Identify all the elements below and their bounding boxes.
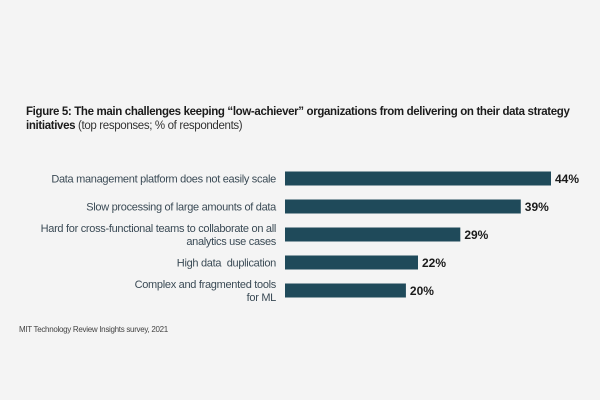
value-label: 20% [410,284,434,298]
chart-title-main: Figure 5: The main challenges keeping “l… [26,106,570,132]
category-label: Slow processing of large amounts of data [86,202,277,214]
value-label: 39% [525,200,549,214]
bar [285,255,418,270]
value-label: 44% [555,172,579,186]
chart-title: Figure 5: The main challenges keeping “l… [26,105,586,133]
value-label: 22% [422,256,446,270]
source-note: MIT Technology Review Insights survey, 2… [19,325,168,334]
chart-title-subtitle: (top responses; % of respondents) [75,120,243,132]
category-label: Hard for cross-functional teams to colla… [41,223,276,235]
bar [285,199,521,214]
category-label: High data duplication [177,258,276,270]
bars-group: 44% Data management platform does not eas… [41,171,579,304]
value-label: 29% [464,228,488,242]
category-label: Data management platform does not easily… [51,174,276,186]
bar [285,283,406,298]
bar [285,227,461,242]
bar [285,171,551,186]
category-label: for ML [247,292,277,304]
category-label: analytics use cases [186,236,276,248]
category-label: Complex and fragmented tools [135,279,277,291]
